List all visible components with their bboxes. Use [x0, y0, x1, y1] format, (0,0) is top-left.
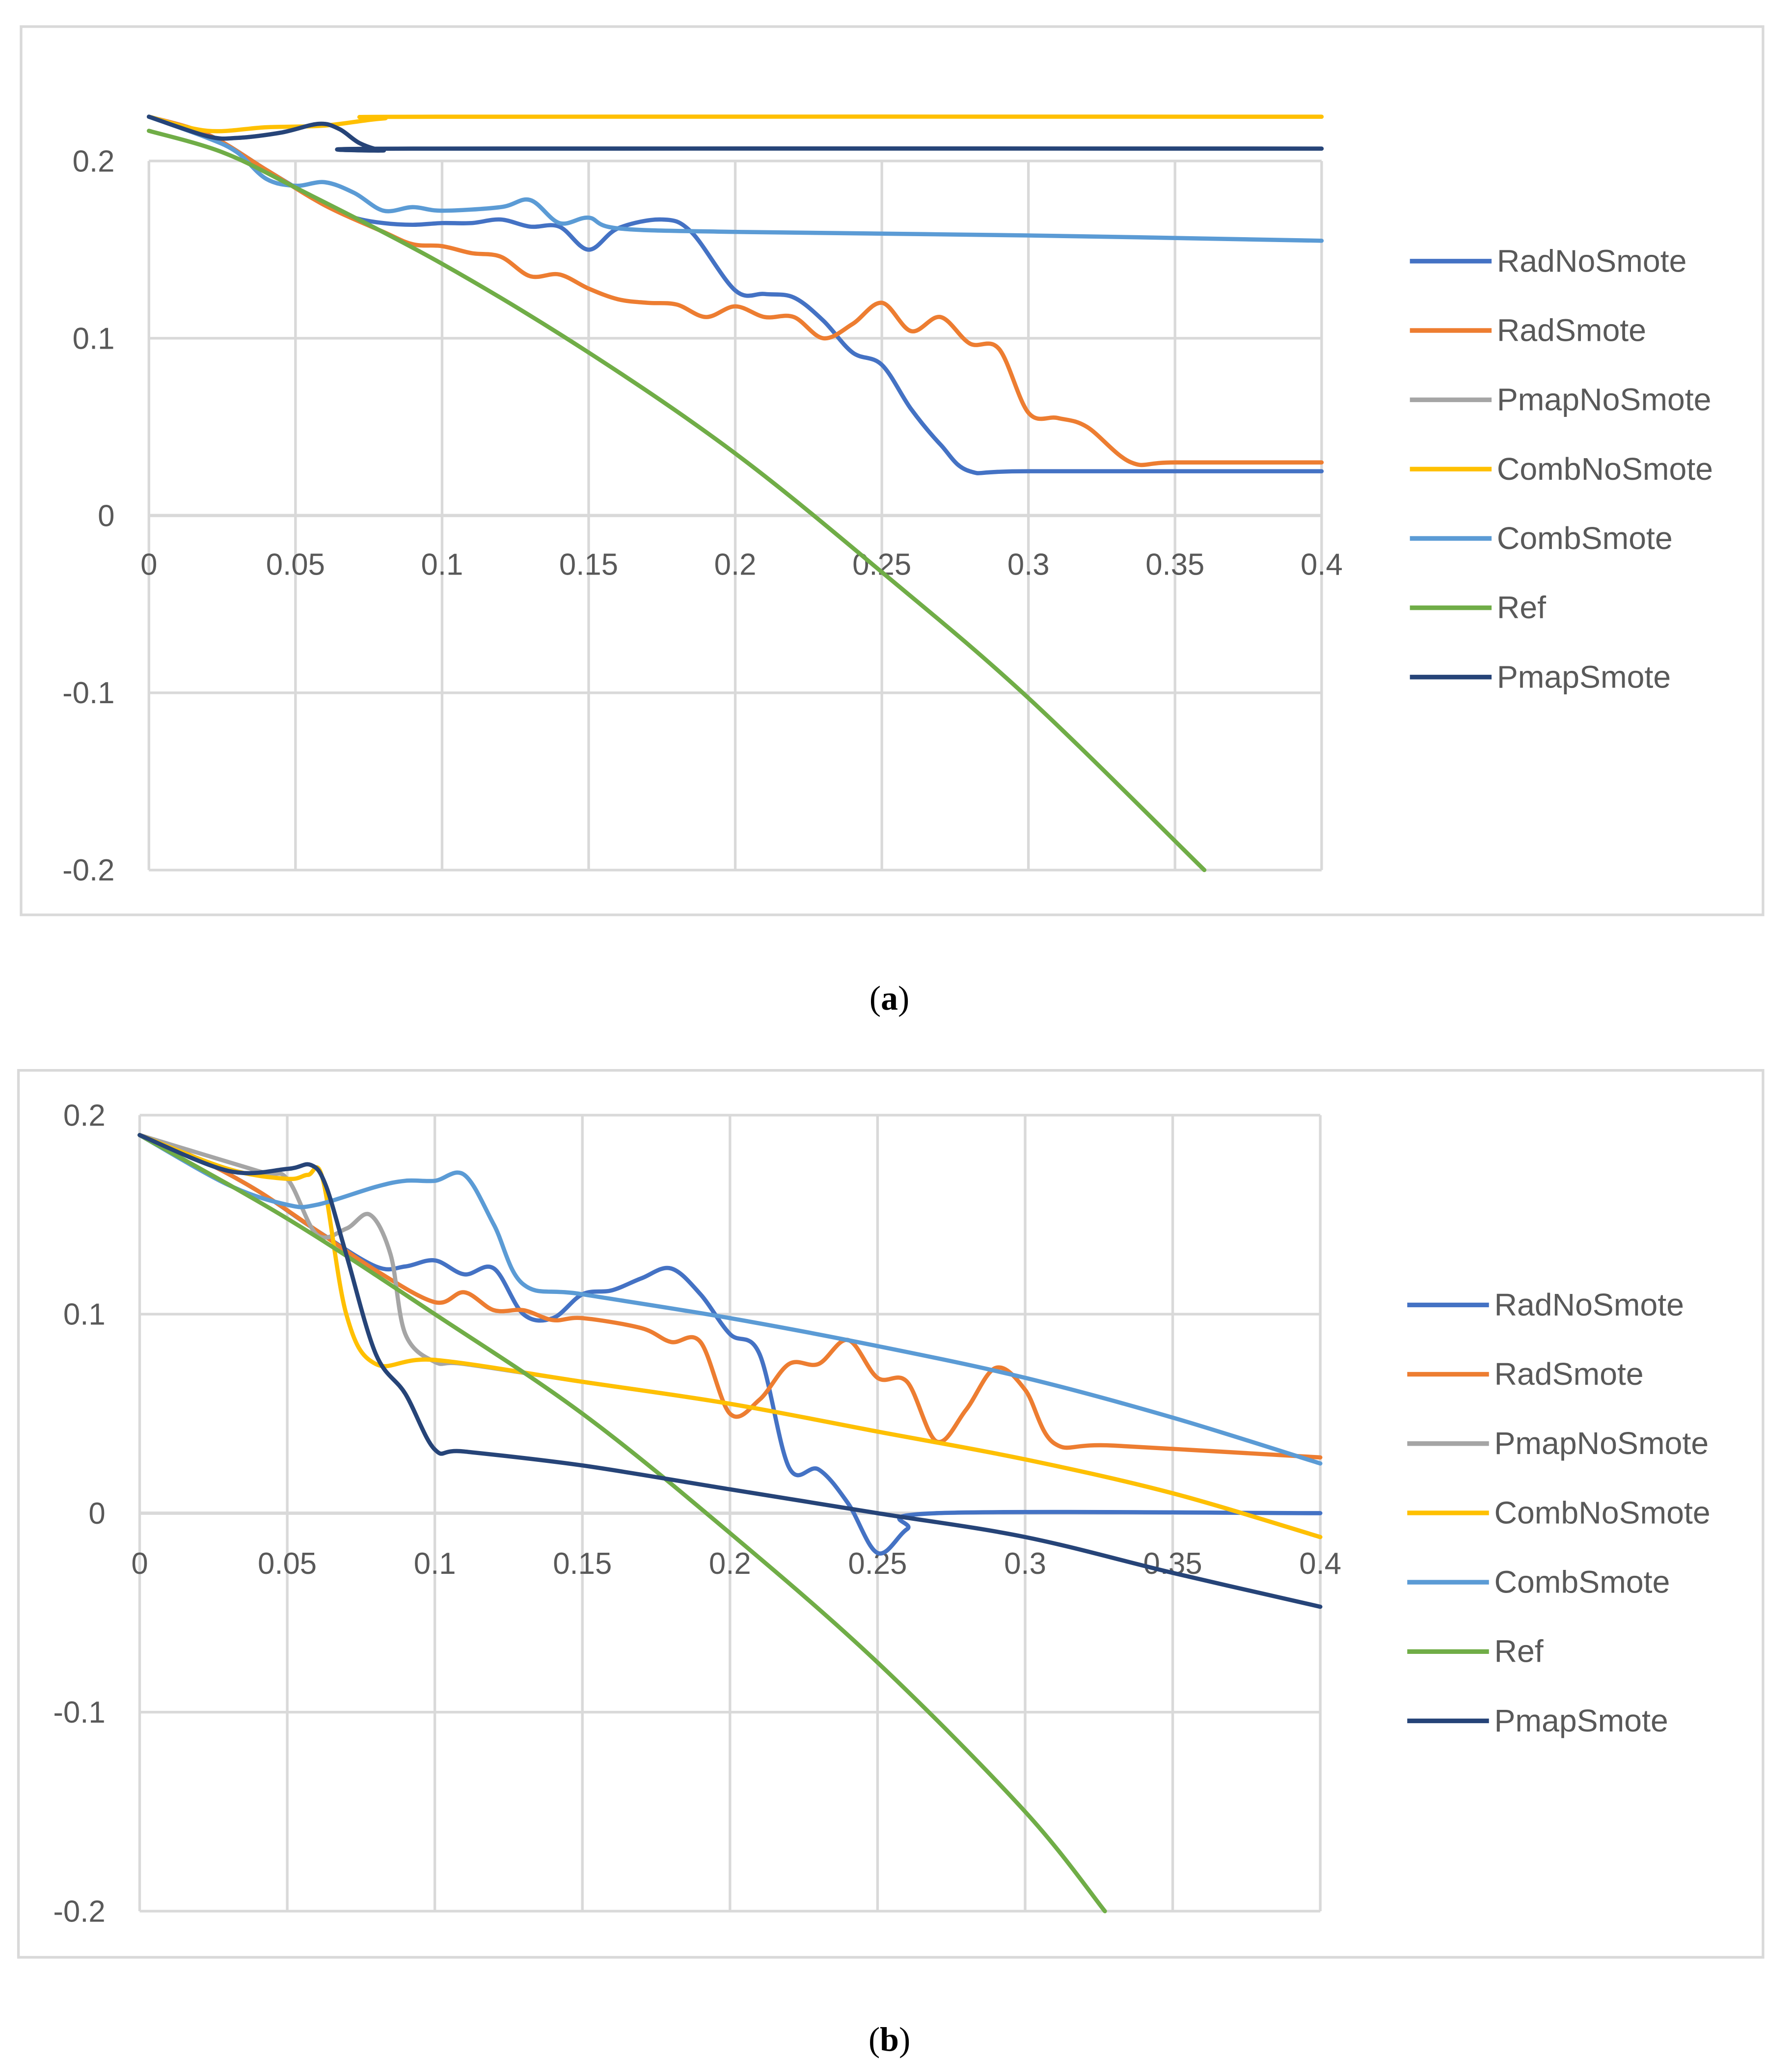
caption-label: b [880, 2021, 899, 2059]
legend-label: PmapSmote [1497, 659, 1671, 694]
y-tick-label: 0.1 [63, 1298, 106, 1332]
legend-label: CombNoSmote [1497, 451, 1713, 487]
figure-caption: (b) [869, 2021, 910, 2059]
x-tick-label: 0.05 [258, 1547, 317, 1581]
series-line-RadNoSmote [137, 1133, 1323, 1556]
caption-paren: ) [899, 2021, 910, 2059]
figure-caption: (a) [869, 980, 909, 1017]
chart-a: 0.20.10-0.1-0.20 0.05 0.1 0.15 0.2 0.25 0.3 0.3… [20, 25, 1765, 1017]
y-tick-label: -0.2 [62, 853, 114, 887]
legend-label: CombSmote [1497, 521, 1673, 556]
x-tick-label: 0 [140, 548, 157, 582]
y-tick-label: 0 [88, 1497, 105, 1531]
x-tick-label: 0.1 [414, 1547, 456, 1581]
legend-label: PmapSmote [1494, 1703, 1668, 1738]
chart-b: 0.20.10-0.1-0.20 0.05 0.1 0.15 0.2 0.25 0.3 0.3… [17, 1069, 1765, 2059]
series-line-PmapSmote [146, 114, 1324, 153]
legend-label: CombNoSmote [1494, 1495, 1710, 1530]
series-line-CombSmote [146, 114, 1324, 243]
y-tick-label: -0.1 [53, 1696, 105, 1730]
legend-label: PmapNoSmote [1497, 382, 1711, 417]
legend-label: RadNoSmote [1497, 243, 1687, 278]
x-tick-label: 0.1 [421, 548, 463, 582]
series-line-Ref [137, 1133, 1107, 1914]
series-line-RadSmote [137, 1133, 1323, 1460]
series-line-PmapSmote [137, 1133, 1323, 1609]
y-tick-label: 0.2 [63, 1098, 106, 1132]
x-tick-label: 0.2 [714, 548, 757, 582]
y-tick-label: 0 [98, 499, 114, 533]
x-tick-label: 0.15 [553, 1547, 612, 1581]
y-tick-label: -0.2 [53, 1894, 105, 1928]
x-tick-label: 0.05 [266, 548, 325, 582]
x-tick-label: 0.4 [1301, 548, 1343, 582]
series-line-CombNoSmote [146, 114, 1324, 134]
legend-label: RadNoSmote [1494, 1287, 1684, 1322]
series-line-CombSmote [137, 1133, 1323, 1466]
caption-paren: ( [869, 980, 881, 1017]
legend-label: RadSmote [1494, 1356, 1643, 1392]
x-tick-label: 0.3 [1007, 548, 1050, 582]
legend-label: PmapNoSmote [1494, 1426, 1709, 1461]
x-tick-label: 0 [131, 1547, 148, 1581]
caption-label: a [881, 980, 898, 1017]
y-tick-label: 0.1 [73, 322, 115, 356]
legend-label: Ref [1497, 590, 1546, 625]
legend-label: RadSmote [1497, 312, 1646, 348]
y-tick-label: -0.1 [62, 676, 114, 710]
x-tick-label: 0.2 [709, 1547, 751, 1581]
legend-label: CombSmote [1494, 1565, 1670, 1600]
x-tick-label: 0.4 [1299, 1547, 1341, 1581]
caption-paren: ) [898, 980, 909, 1017]
x-tick-label: 0.3 [1004, 1547, 1046, 1581]
y-tick-label: 0.2 [73, 144, 115, 178]
x-tick-label: 0.15 [559, 548, 618, 582]
caption-paren: ( [869, 2021, 880, 2059]
series-line-Ref [146, 129, 1207, 873]
series-line-CombNoSmote [137, 1133, 1323, 1539]
x-tick-label: 0.35 [1145, 548, 1204, 582]
legend-label: Ref [1494, 1634, 1543, 1669]
